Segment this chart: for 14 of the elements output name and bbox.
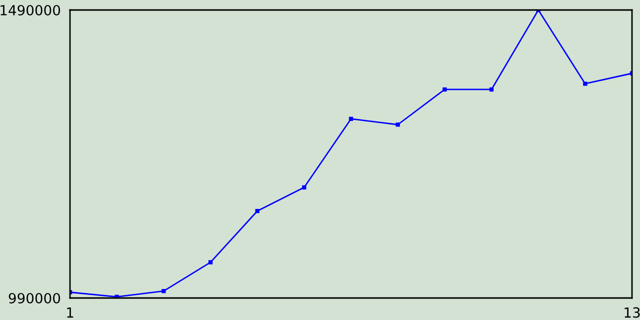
point xyxy=(302,185,306,190)
point xyxy=(442,87,447,92)
point xyxy=(348,116,354,121)
point xyxy=(162,289,166,294)
point xyxy=(255,208,260,214)
x-tick-label: 1 xyxy=(67,307,74,318)
point xyxy=(583,82,588,86)
line-series xyxy=(70,10,632,298)
y-tick-label: 1490000 xyxy=(0,4,60,16)
point xyxy=(208,260,213,264)
point xyxy=(396,122,400,127)
y-tick-label: 990000 xyxy=(8,292,60,304)
x-tick-label: 13 xyxy=(624,307,640,318)
point xyxy=(489,87,494,92)
